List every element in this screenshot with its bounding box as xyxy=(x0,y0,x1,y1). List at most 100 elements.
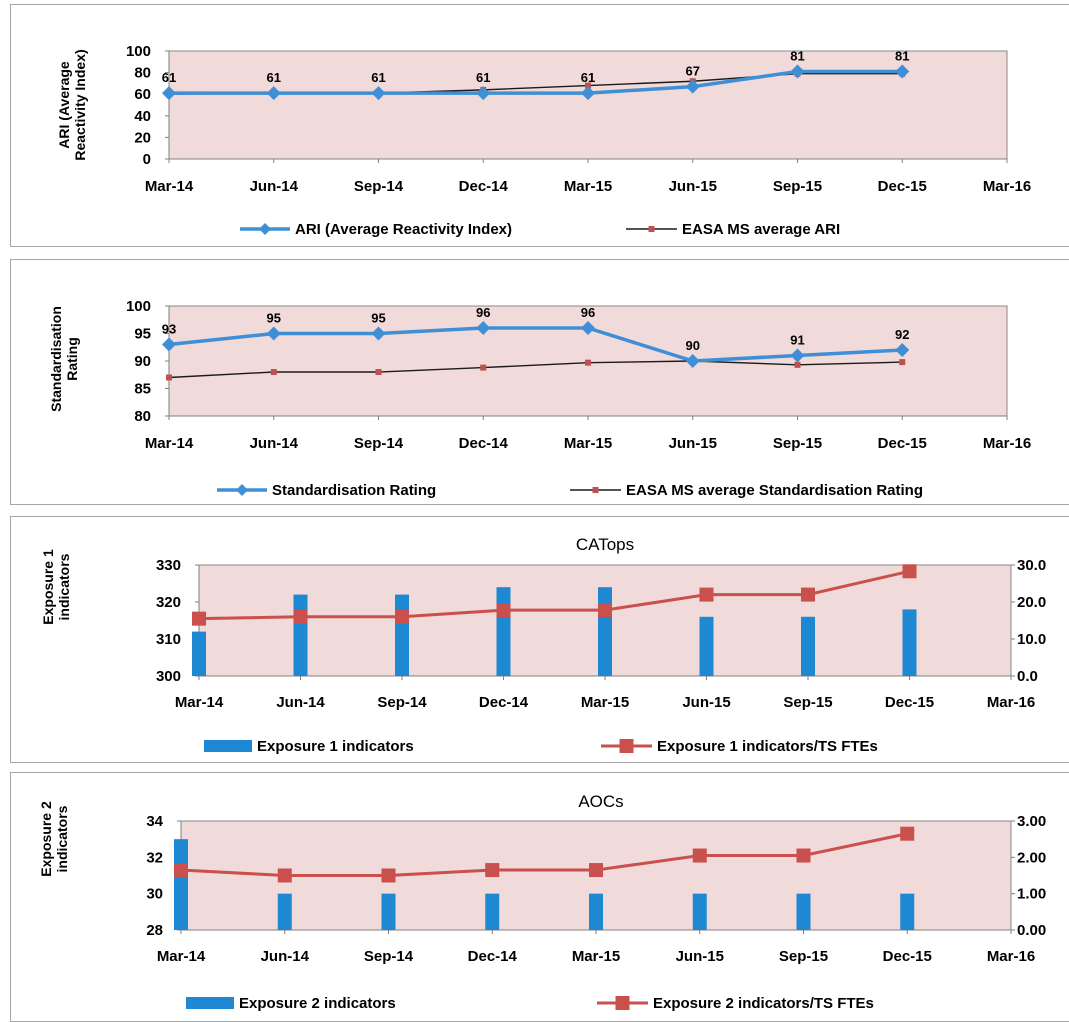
y-tick-label: 320 xyxy=(156,594,181,611)
series-marker xyxy=(581,86,595,101)
legend-label: Standardisation Rating xyxy=(272,482,436,499)
y-tick-label: 330 xyxy=(156,557,181,574)
data-label: 92 xyxy=(895,327,909,342)
data-label: 93 xyxy=(162,322,176,337)
aocs-chart-panel: Exposure 2indicators AOCs 28 30 32 34 0.00 1.00… xyxy=(10,772,1069,1022)
y-axis-title: ARI (AverageReactivity Index) xyxy=(56,49,88,160)
data-label: 95 xyxy=(371,311,385,326)
series-marker xyxy=(899,359,906,366)
y-tick-label: 95 xyxy=(134,326,151,343)
catops-chart-panel: Exposure 1indicators CATops 300 310 320 330 0.… xyxy=(10,516,1069,763)
y2-tick-label: 10.0 xyxy=(1017,631,1046,648)
series-marker xyxy=(699,587,714,602)
legend-swatch-marker xyxy=(615,996,630,1010)
y-axis-title: StandardisationRating xyxy=(48,306,80,412)
bar xyxy=(277,893,292,930)
x-tick-label: Mar-15 xyxy=(564,178,612,195)
legend-label: Exposure 1 indicators/TS FTEs xyxy=(657,738,878,755)
x-tick-label: Mar-14 xyxy=(145,178,194,195)
bar xyxy=(496,587,511,676)
bar xyxy=(293,594,308,676)
y-axis-title: Exposure 2indicators xyxy=(38,801,70,877)
series-line xyxy=(168,360,903,379)
x-tick-label: Dec-14 xyxy=(459,178,509,195)
series-marker xyxy=(266,326,281,341)
bar xyxy=(589,893,603,930)
chart-title: AOCs xyxy=(578,792,623,811)
series-marker xyxy=(801,587,815,602)
y-tick-label: 28 xyxy=(146,922,163,939)
x-tick-label: Jun-14 xyxy=(250,435,299,452)
x-tick-label: Jun-15 xyxy=(669,178,717,195)
x-tick-label: Mar-15 xyxy=(564,435,612,452)
y-tick-label: 40 xyxy=(134,108,151,125)
data-label: 61 xyxy=(371,70,385,85)
x-tick-label: Dec-14 xyxy=(479,694,529,711)
legend-swatch-marker xyxy=(648,226,655,232)
series-line xyxy=(198,569,910,621)
bar xyxy=(598,587,612,676)
series-marker xyxy=(581,321,595,335)
data-label: 67 xyxy=(686,64,700,79)
legend-swatch-bar xyxy=(186,997,234,1009)
x-tick-label: Dec-14 xyxy=(459,435,509,452)
series-marker xyxy=(266,86,281,101)
x-tick-label: Mar-14 xyxy=(145,435,194,452)
series-marker xyxy=(790,348,805,363)
standardisation-chart: StandardisationRating 80 85 90 95 100 Mar-14 Ju… xyxy=(48,298,1031,499)
legend-swatch-marker xyxy=(236,484,248,496)
ari-chart: ARI (AverageReactivity Index) 0 20 40 60 80 10… xyxy=(56,43,1031,238)
series-line xyxy=(169,69,903,95)
y-tick-label: 30 xyxy=(146,886,163,903)
series-marker xyxy=(790,64,805,79)
series-marker xyxy=(192,611,206,626)
x-tick-label: Jun-14 xyxy=(276,694,325,711)
series-marker xyxy=(585,359,591,366)
y2-tick-label: 1.00 xyxy=(1017,886,1046,903)
y-tick-label: 100 xyxy=(126,298,151,315)
series-marker xyxy=(485,863,500,878)
y-tick-label: 85 xyxy=(134,381,151,398)
series-marker xyxy=(796,848,811,863)
data-label: 61 xyxy=(162,70,176,85)
data-label: 61 xyxy=(476,70,490,85)
plot-area xyxy=(168,50,1008,160)
y2-tick-label: 0.00 xyxy=(1017,922,1046,939)
series-line xyxy=(168,326,903,363)
data-label: 61 xyxy=(581,70,595,85)
y-tick-label: 20 xyxy=(134,129,151,146)
series-marker xyxy=(381,868,396,883)
y-tick-label: 300 xyxy=(156,668,181,685)
legend-label: Exposure 1 indicators xyxy=(257,738,414,755)
x-tick-label: Sep-14 xyxy=(364,948,414,965)
x-tick-label: Mar-16 xyxy=(987,948,1035,965)
x-tick-label: Mar-16 xyxy=(983,435,1031,452)
x-tick-label: Jun-15 xyxy=(676,948,724,965)
bar xyxy=(174,839,188,930)
x-tick-label: Sep-14 xyxy=(377,694,427,711)
y2-tick-label: 0.0 xyxy=(1017,668,1038,685)
y-tick-label: 90 xyxy=(134,353,151,370)
x-tick-label: Jun-14 xyxy=(261,948,310,965)
x-tick-label: Mar-16 xyxy=(987,694,1035,711)
legend-swatch-marker xyxy=(259,223,271,235)
x-tick-label: Sep-15 xyxy=(783,694,832,711)
series-marker xyxy=(900,826,915,841)
y-tick-label: 100 xyxy=(126,43,151,60)
series-marker xyxy=(598,603,612,618)
y2-tick-label: 30.0 xyxy=(1017,557,1046,574)
chart-title: CATops xyxy=(576,535,634,554)
catops-chart: Exposure 1indicators CATops 300 310 320 330 0.… xyxy=(40,535,1046,755)
legend-swatch-bar xyxy=(204,740,252,752)
series-marker xyxy=(174,863,188,878)
y2-tick-label: 20.0 xyxy=(1017,594,1046,611)
series-marker xyxy=(895,343,910,357)
series-marker xyxy=(162,86,176,101)
ari-chart-panel: ARI (AverageReactivity Index) 0 20 40 60 80 10… xyxy=(10,4,1069,247)
x-tick-label: Mar-16 xyxy=(983,178,1031,195)
series-marker xyxy=(395,609,409,624)
legend-swatch-marker xyxy=(592,487,599,493)
bar xyxy=(692,893,707,930)
y-tick-label: 60 xyxy=(134,86,151,103)
y-tick-label: 80 xyxy=(134,408,151,425)
